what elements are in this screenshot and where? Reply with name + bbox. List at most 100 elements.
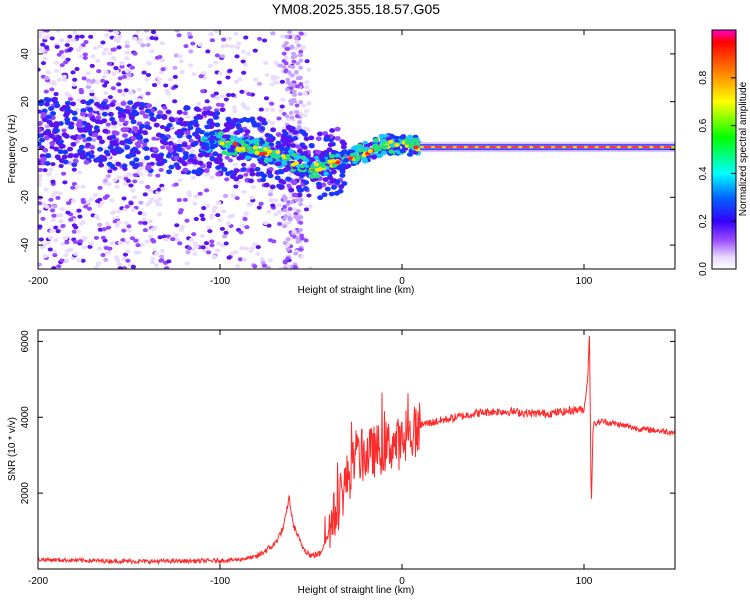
spectrogram-cell [186, 31, 192, 36]
spectrogram-cell [176, 128, 183, 134]
spectrogram-cell [193, 194, 199, 199]
spectrogram-cell [287, 30, 292, 35]
spectrogram-cell [289, 73, 295, 78]
spectrogram-cell [191, 232, 197, 237]
spectrogram-cell [117, 107, 124, 113]
spectrogram-cell [237, 257, 243, 262]
spectrogram-cell [291, 179, 298, 185]
spectrogram-cell [99, 200, 105, 205]
spectrogram-cell [81, 120, 88, 126]
colorbar-tick-label: 0.2 [698, 214, 709, 228]
spectrogram-cell [67, 153, 74, 159]
spectrogram-cell [125, 249, 131, 254]
spectrogram-band-core [474, 146, 479, 149]
spectrogram-cell [92, 132, 99, 138]
spectrogram-cell [82, 55, 88, 60]
spectrogram-cell [177, 139, 183, 144]
spectrogram-cell [306, 101, 312, 106]
spectrogram-cell [105, 250, 111, 255]
spectrogram-band-core [591, 146, 596, 149]
spectrogram-cell [286, 125, 293, 131]
spectrogram-cell [86, 124, 93, 130]
spectrogram-cell [240, 167, 247, 172]
spectrogram-band-core [478, 146, 483, 149]
spectrogram-cell [298, 49, 304, 54]
spectrogram-cell [60, 171, 67, 176]
spectrogram-cell [182, 121, 189, 126]
spectrogram-cell [38, 30, 45, 35]
spectrogram-cell [38, 224, 43, 229]
spectrogram-cell [298, 220, 304, 225]
spectrogram-cell [114, 184, 120, 189]
spectrogram-cell [215, 213, 221, 218]
spectrogram-cell [286, 211, 292, 216]
spectrogram-cell [219, 243, 226, 248]
snr-x-tick-label: 0 [399, 576, 405, 587]
spectrogram-cell [281, 161, 288, 166]
spectrogram-band-core [442, 146, 447, 149]
spectrogram-cell [83, 40, 89, 45]
spectrogram-cell [98, 139, 105, 145]
spectrogram-cell [254, 166, 261, 172]
spectrogram-cell [147, 219, 153, 224]
spectrogram-cell [155, 81, 162, 86]
spectrogram-cell [109, 198, 115, 203]
spectrogram-cell [167, 148, 174, 153]
spectrogram-cell [202, 106, 209, 112]
spectrogram-cell [326, 147, 333, 153]
spectrogram-cell [301, 145, 308, 150]
spectrogram-cell [106, 135, 113, 141]
chart-title: YM08.2025.355.18.57.G05 [272, 1, 440, 17]
spectrogram-cell [70, 185, 76, 190]
spectrogram-cell [234, 138, 241, 143]
spectrogram-cell [291, 207, 297, 212]
snr-y-tick-label: 2000 [20, 482, 31, 505]
spectrogram-cell [116, 82, 122, 87]
spectrogram-cell [288, 86, 294, 91]
spectrogram-cell [235, 146, 241, 151]
spectrogram-cell [293, 211, 299, 216]
spectrogram-band-core [518, 146, 523, 149]
spectrogram-cell [77, 239, 83, 244]
spectrogram-cell [284, 34, 290, 39]
spectrogram-cell [79, 154, 86, 160]
spectrogram-cell [282, 208, 288, 213]
spectrogram-cell [208, 32, 214, 37]
spectrogram-cell [209, 239, 215, 244]
spectrogram-cell [214, 122, 221, 128]
spectrogram-cell [329, 178, 336, 184]
spectrogram-cell [39, 137, 46, 143]
spectrogram-cell [188, 237, 195, 242]
spectrogram-cell [261, 38, 268, 43]
spectrogram-cell [338, 184, 345, 190]
spectrogram-cell [104, 33, 110, 38]
spectrogram-band-core [576, 146, 581, 149]
spectrogram-y-tick-label: -20 [20, 190, 31, 205]
spectrogram-cell [241, 70, 247, 75]
spectrogram-band-core [584, 146, 588, 149]
spectrogram-y-tick-label: 20 [20, 96, 31, 108]
spectrogram-y-ticks: -40 -20 0 20 40 [20, 48, 675, 252]
spectrogram-cell [243, 143, 249, 148]
spectrogram-cell [109, 163, 116, 169]
spectrogram-cell [217, 71, 224, 76]
spectrogram-cell [59, 143, 66, 149]
spectrogram-cell [308, 135, 315, 141]
spectrogram-cell [254, 150, 260, 155]
spectrogram-cell [64, 240, 70, 245]
spectrogram-cell [290, 64, 296, 69]
spectrogram-band-core [467, 146, 472, 149]
spectrogram-cell [304, 80, 310, 85]
spectrogram-cell [275, 144, 282, 150]
spectrogram-cell [62, 236, 69, 241]
spectrogram-cell [266, 157, 273, 163]
spectrogram-cell [119, 61, 125, 66]
spectrogram-y-tick-label: 0 [20, 146, 31, 152]
spectrogram-cell [182, 154, 189, 160]
spectrogram-cell [160, 145, 166, 150]
spectrogram-cell [233, 184, 239, 189]
spectrogram-cell [263, 96, 270, 101]
spectrogram-cell [246, 91, 252, 96]
colorbar-tick-label: 0.4 [698, 166, 709, 180]
